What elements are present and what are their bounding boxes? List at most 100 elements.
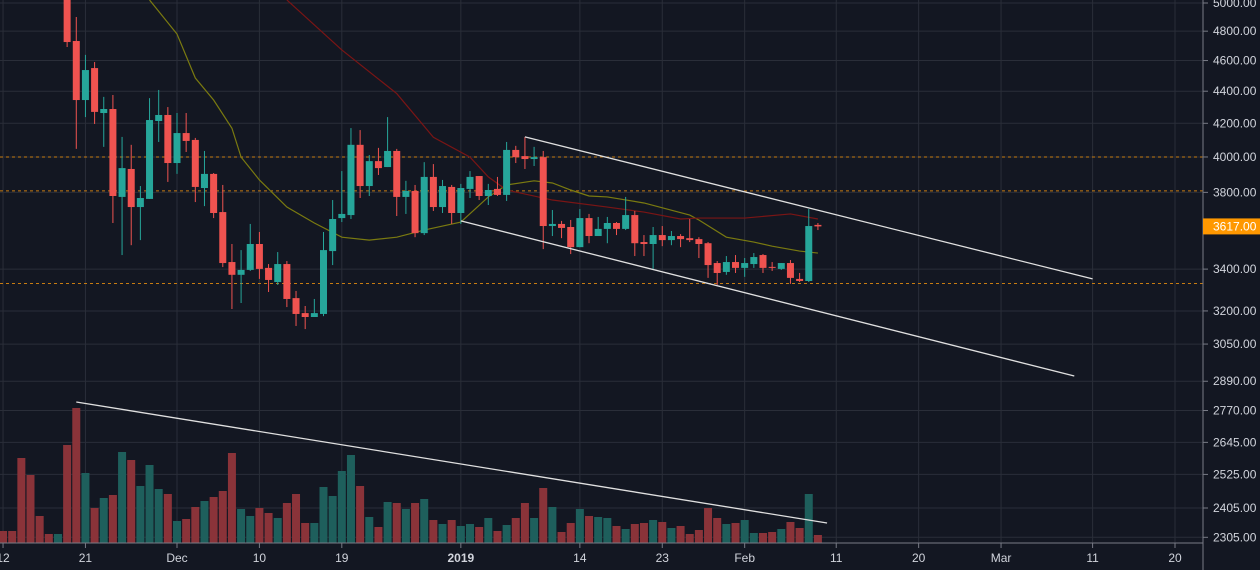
volume-bar: [777, 529, 786, 543]
candle-body: [63, 0, 71, 43]
price-axis[interactable]: [1203, 0, 1260, 570]
candle-body: [100, 108, 108, 114]
candle-body: [521, 156, 529, 160]
candle-body: [127, 168, 135, 208]
candle-body: [118, 168, 126, 197]
candle-body: [200, 173, 208, 189]
volume-bar: [731, 523, 740, 543]
candle-body: [420, 176, 428, 234]
volume-bar: [530, 518, 539, 543]
volume-bar: [200, 501, 209, 543]
volume-bar: [649, 520, 658, 543]
candle-body: [558, 223, 566, 228]
volume-bar: [90, 508, 99, 543]
volume-bar: [420, 499, 429, 543]
volume-bar: [255, 508, 264, 543]
candle-body: [759, 255, 767, 268]
volume-bar: [676, 526, 685, 543]
volume-bar: [63, 445, 72, 543]
volume-bar: [209, 497, 218, 543]
candle-body: [182, 133, 190, 141]
moving-average-slow: [286, 0, 819, 220]
last-price-marker: 3617.00: [1203, 218, 1260, 235]
candle-body: [603, 222, 611, 229]
volume-bar: [264, 513, 273, 543]
time-tick-label: 12: [0, 551, 10, 565]
time-tick-label: 20: [912, 551, 926, 565]
volume-bar: [337, 471, 346, 543]
candle-body: [686, 238, 694, 241]
price-axis-ticks: 5000.00 4800.00 4600.00 4400.00 4200.00 4000.…: [1203, 0, 1257, 544]
volume-bars: [0, 408, 822, 543]
candle-body: [365, 161, 373, 187]
volume-bar: [35, 516, 44, 543]
candle-body: [567, 226, 575, 248]
candle-body: [411, 190, 419, 234]
volume-bar: [44, 534, 53, 543]
candle-body: [539, 157, 547, 227]
volume-bar: [136, 486, 145, 543]
price-tick-label: 3800.00: [1213, 185, 1257, 199]
volume-bar: [118, 452, 127, 543]
candle-body: [146, 120, 154, 199]
volume-bar: [72, 408, 81, 543]
volume-bar: [182, 519, 191, 543]
volume-bar: [282, 503, 291, 543]
price-tick-label: 2890.00: [1213, 374, 1257, 388]
time-tick-label: 21: [79, 551, 93, 565]
candle-body: [283, 264, 291, 299]
volume-bar: [795, 528, 804, 543]
candle-body: [155, 114, 163, 122]
volume-bar: [438, 524, 447, 543]
candle-body: [91, 68, 99, 112]
last-price-badge: [1203, 218, 1260, 235]
price-tick-label: 4400.00: [1213, 84, 1257, 98]
candle-body: [72, 41, 80, 101]
volume-bar: [639, 523, 648, 543]
price-channel-trendline: [524, 136, 1093, 280]
candle-body: [173, 133, 181, 164]
trendlines[interactable]: [76, 136, 1093, 524]
volume-bar: [145, 465, 154, 543]
volume-bar: [392, 503, 401, 543]
volume-bar: [566, 523, 575, 543]
candle-body: [750, 257, 758, 265]
candle-body: [576, 218, 584, 248]
candle-body: [786, 263, 794, 278]
candles: [63, 0, 822, 330]
time-axis[interactable]: [0, 543, 1203, 570]
volume-bar: [365, 517, 374, 543]
volume-bar: [740, 520, 749, 543]
volume-bar: [520, 503, 529, 543]
candle-body: [530, 157, 538, 160]
volume-bar: [786, 522, 795, 543]
candle-body: [722, 262, 730, 272]
volume-bar: [108, 495, 117, 543]
candle-body: [374, 161, 382, 169]
candle-body: [640, 242, 648, 244]
candle-body: [622, 215, 630, 229]
volume-bar: [237, 509, 246, 543]
volume-bar: [154, 489, 163, 543]
volume-bar: [685, 534, 694, 543]
candle-body: [585, 218, 593, 237]
volume-bar: [429, 520, 438, 543]
candle-body: [777, 263, 785, 269]
candle-body: [402, 190, 410, 197]
volume-bar: [411, 503, 420, 543]
candle-body: [512, 149, 520, 158]
candle-body: [493, 188, 501, 195]
candle-body: [741, 263, 749, 268]
volume-bar: [539, 488, 548, 543]
time-tick-label: 10: [253, 551, 267, 565]
price-tick-label: 3400.00: [1213, 262, 1257, 276]
time-tick-label: 14: [573, 551, 587, 565]
candle-body: [81, 70, 89, 101]
candle-body: [393, 150, 401, 197]
price-tick-label: 2525.00: [1213, 467, 1257, 481]
candle-body: [466, 176, 474, 189]
candle-body: [704, 243, 712, 266]
last-price-label: 3617.00: [1213, 219, 1257, 233]
